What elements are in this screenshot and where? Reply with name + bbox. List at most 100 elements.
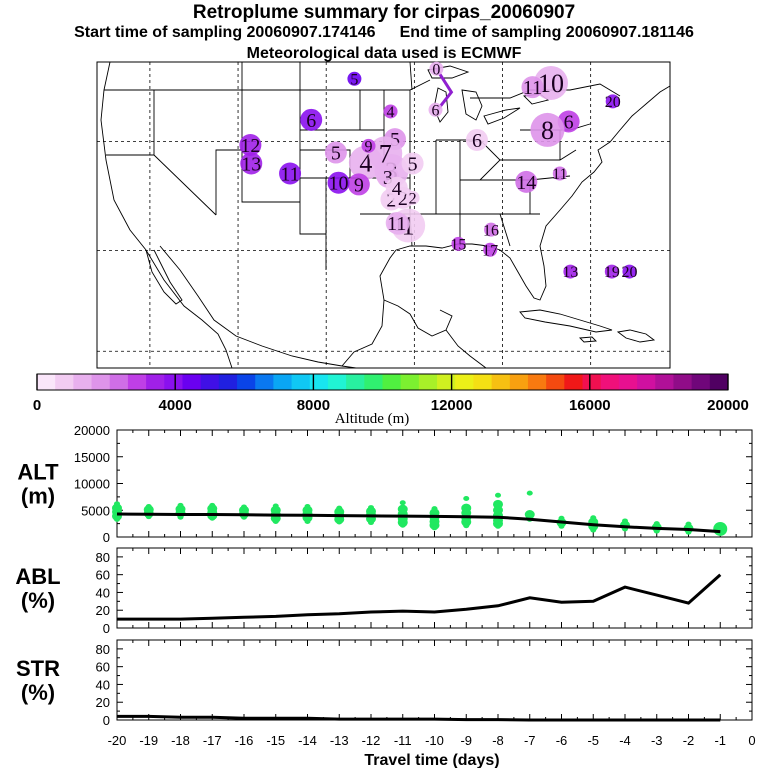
cluster-day-label: 19: [604, 264, 620, 281]
particle-cluster: 14: [515, 170, 538, 194]
cluster-circle: [361, 138, 376, 153]
colorbar-swatch: [218, 374, 238, 390]
timeseries-panels: 05000100001500020000ALT(m)020406080ABL(%…: [15, 423, 755, 768]
colorbar-swatch: [91, 374, 111, 390]
cluster-circle: [383, 104, 398, 119]
panel-abl: 0 20 40 60 80 ABL(%): [15, 547, 753, 636]
cluster-day-label: 2: [398, 188, 408, 210]
colorbar-swatch: [600, 374, 620, 390]
y-tick-label: 15000: [74, 450, 110, 465]
cluster-day-label: 2: [386, 189, 396, 211]
x-tick-label: -5: [587, 733, 599, 748]
colorbar-swatch: [127, 374, 147, 390]
colorbar-swatch: [546, 374, 565, 390]
series-line: [117, 573, 722, 621]
colorbar-swatch: [691, 374, 711, 390]
particle-point: [399, 522, 406, 528]
cluster-circle: [604, 264, 619, 279]
cluster-day-label: 6: [432, 102, 440, 119]
particle-cluster: 2: [405, 190, 420, 207]
cluster-circle: [327, 171, 350, 194]
colorbar-swatch: [309, 374, 329, 390]
particle-point: [336, 519, 343, 525]
particle-point: [272, 518, 279, 524]
cluster-circle: [515, 170, 538, 193]
colorbar-swatch: [164, 374, 183, 390]
colorbar-swatch: [709, 374, 729, 390]
x-tick-label: -19: [139, 733, 158, 748]
particle-point: [431, 525, 438, 531]
colorbar-tick-label: 0: [33, 397, 41, 414]
y-tick-label: 80: [96, 550, 110, 565]
y-tick-label: 0: [103, 621, 110, 636]
x-tick-label: -8: [492, 733, 504, 748]
x-tick-label: -9: [460, 733, 472, 748]
particle-cluster: 19: [604, 264, 620, 281]
cluster-day-label: 5: [350, 71, 358, 88]
cluster-day-label: 9: [365, 138, 373, 155]
particle-point: [304, 518, 311, 524]
particle-cluster: 9: [361, 138, 376, 155]
cluster-day-label: 7: [379, 139, 392, 168]
particle-cluster: 11: [279, 162, 302, 186]
cluster-day-label: 11: [523, 77, 542, 99]
particle-point: [399, 500, 406, 506]
particle-cluster: 13: [562, 264, 578, 281]
mean-altitude-line: [116, 512, 721, 534]
cluster-day-label: 9: [354, 174, 364, 196]
cluster-circle: [279, 162, 302, 185]
cluster-circle: [484, 222, 499, 237]
particle-cluster: 8: [530, 112, 565, 147]
panel-alt: 0 5000 10000 15000 20000 ALT(m): [17, 423, 753, 545]
particle-cluster: 11: [521, 76, 544, 99]
particle-cluster: 11: [552, 166, 567, 183]
start-time-text: Start time of sampling 20060907.174146: [74, 24, 376, 41]
cluster-circle: [451, 236, 466, 251]
x-tick-label: -4: [619, 733, 631, 748]
cluster-circle: [622, 264, 637, 279]
cluster-day-label: 6: [564, 112, 574, 134]
colorbar-swatch: [455, 374, 474, 390]
cluster-day-label: 4: [387, 104, 395, 121]
cluster-circle: [347, 173, 370, 196]
colorbar-swatch: [491, 374, 511, 390]
colorbar-swatch: [55, 374, 74, 390]
particle-point: [114, 516, 120, 522]
particle-cluster: 7: [368, 136, 403, 171]
cluster-circle: [347, 71, 362, 86]
colorbar-swatch: [673, 374, 693, 390]
cluster-day-label: 2: [409, 190, 417, 207]
y-tick-label: 10000: [74, 477, 110, 492]
met-data-line: Meteorological data used is ECMWF: [246, 45, 522, 62]
colorbar-swatch: [327, 374, 347, 390]
colorbar-swatch: [582, 374, 602, 390]
particle-cluster: 11: [385, 211, 408, 235]
colorbar-swatch: [291, 374, 311, 390]
cluster-circle: [465, 128, 488, 151]
particle-point: [463, 523, 470, 529]
colorbar-tick-label: 8000: [297, 397, 330, 414]
cluster-day-label: 0: [432, 61, 440, 78]
colorbar-swatch: [346, 374, 365, 390]
cluster-day-label: 13: [241, 153, 261, 175]
colorbar-swatch: [364, 374, 383, 390]
colorbar-tick-label: 4000: [159, 397, 192, 414]
x-tick-label: -1: [714, 733, 726, 748]
particle-cluster: 12: [239, 133, 262, 157]
x-tick-label: -14: [298, 733, 317, 748]
colorbar-swatch: [509, 374, 529, 390]
x-tick-label: -12: [362, 733, 381, 748]
colorbar-swatch: [182, 374, 202, 390]
panel-unit-label: (%): [21, 588, 55, 613]
basemap-outlines: [100, 61, 671, 369]
cluster-day-label: 20: [605, 94, 621, 111]
x-tick-label: -6: [556, 733, 568, 748]
sampling-time-line: Start time of sampling 20060907.174146 En…: [0, 24, 768, 42]
particle-cluster: 15: [450, 237, 466, 254]
particle-cluster: 5: [401, 152, 424, 175]
colorbar-swatch: [418, 374, 438, 390]
y-tick-label: 20: [96, 695, 110, 710]
cluster-circle: [552, 166, 567, 181]
cluster-day-label: 3: [383, 167, 393, 189]
